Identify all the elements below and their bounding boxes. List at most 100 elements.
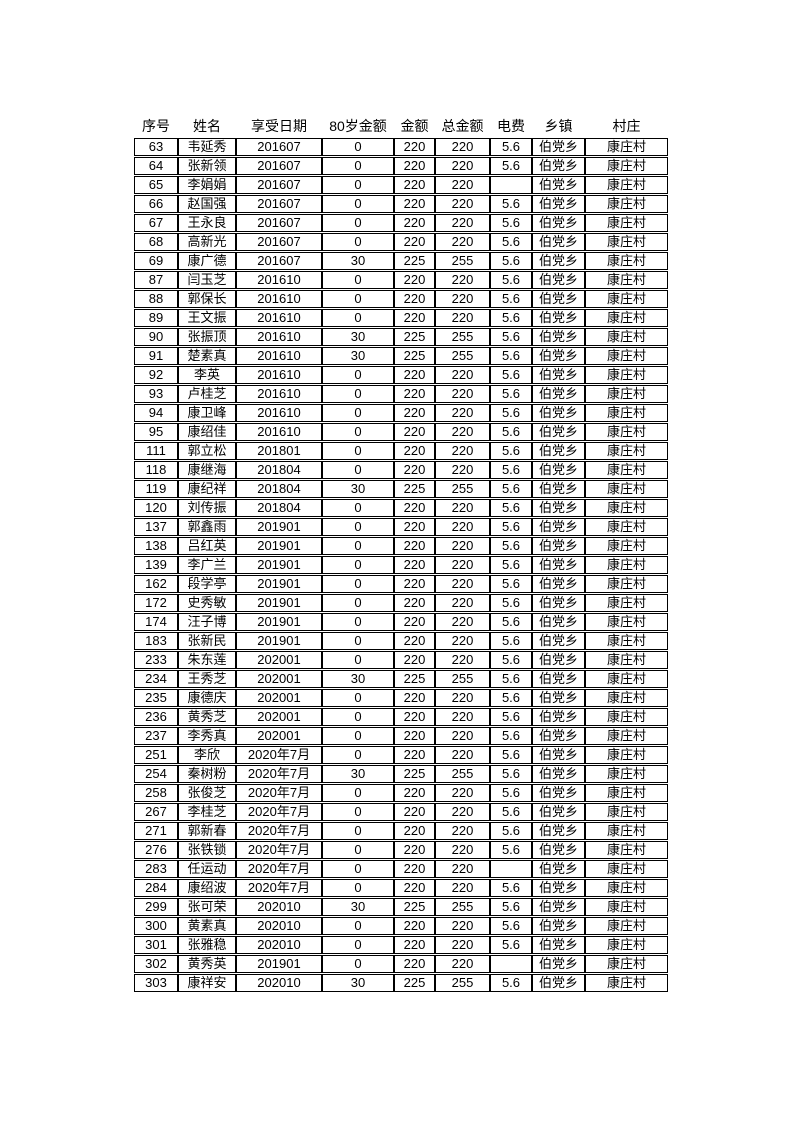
cell-electric-fee: 5.6 [490,233,532,251]
cell-date: 2020年7月 [236,765,322,783]
cell-date: 201607 [236,176,322,194]
cell-electric-fee: 5.6 [490,784,532,802]
cell-village: 康庄村 [585,442,668,460]
cell-electric-fee: 5.6 [490,879,532,897]
cell-township: 伯党乡 [532,347,585,365]
cell-township: 伯党乡 [532,309,585,327]
cell-amount: 220 [394,841,435,859]
cell-name: 汪子博 [178,613,236,631]
cell-name: 赵国强 [178,195,236,213]
cell-amount: 220 [394,594,435,612]
records-tbody: 63 韦延秀 201607 0 220 220 5.6 伯党乡 康庄村 64 张新领 201607 0 2… [134,138,668,992]
cell-electric-fee: 5.6 [490,423,532,441]
cell-serial: 120 [134,499,178,517]
cell-serial: 92 [134,366,178,384]
table-row: 67 王永良 201607 0 220 220 5.6 伯党乡 康庄村 [134,214,668,232]
cell-village: 康庄村 [585,423,668,441]
cell-village: 康庄村 [585,841,668,859]
cell-name: 张雅稳 [178,936,236,954]
cell-village: 康庄村 [585,670,668,688]
cell-village: 康庄村 [585,708,668,726]
table-row: 236 黄秀芝 202001 0 220 220 5.6 伯党乡 康庄村 [134,708,668,726]
cell-date: 201804 [236,499,322,517]
cell-serial: 300 [134,917,178,935]
cell-date: 2020年7月 [236,803,322,821]
cell-village: 康庄村 [585,746,668,764]
cell-total: 220 [435,708,490,726]
cell-electric-fee: 5.6 [490,632,532,650]
cell-date: 2020年7月 [236,746,322,764]
cell-village: 康庄村 [585,499,668,517]
cell-amount: 220 [394,822,435,840]
cell-serial: 234 [134,670,178,688]
cell-amount: 220 [394,385,435,403]
cell-amount: 220 [394,366,435,384]
cell-serial: 68 [134,233,178,251]
table-row: 237 李秀真 202001 0 220 220 5.6 伯党乡 康庄村 [134,727,668,745]
cell-village: 康庄村 [585,556,668,574]
cell-amount-80: 30 [322,974,394,992]
cell-serial: 111 [134,442,178,460]
cell-electric-fee: 5.6 [490,746,532,764]
cell-name: 黄秀芝 [178,708,236,726]
cell-electric-fee: 5.6 [490,594,532,612]
cell-electric-fee: 5.6 [490,708,532,726]
cell-name: 郭保长 [178,290,236,308]
cell-township: 伯党乡 [532,841,585,859]
table-header-row: 序号 姓名 享受日期 80岁金额 金额 总金额 电费 乡镇 村庄 [134,116,669,136]
cell-village: 康庄村 [585,176,668,194]
column-header-amount-80: 80岁金额 [329,118,387,134]
cell-date: 201607 [236,157,322,175]
table-row: 299 张可荣 202010 30 225 255 5.6 伯党乡 康庄村 [134,898,668,916]
cell-serial: 119 [134,480,178,498]
cell-village: 康庄村 [585,651,668,669]
cell-electric-fee: 5.6 [490,271,532,289]
cell-amount: 220 [394,556,435,574]
table-row: 137 郭鑫雨 201901 0 220 220 5.6 伯党乡 康庄村 [134,518,668,536]
cell-date: 202001 [236,651,322,669]
cell-village: 康庄村 [585,480,668,498]
cell-electric-fee: 5.6 [490,404,532,422]
cell-amount: 225 [394,898,435,916]
cell-name: 李英 [178,366,236,384]
cell-name: 张新民 [178,632,236,650]
cell-date: 201607 [236,195,322,213]
cell-date: 201610 [236,423,322,441]
cell-name: 楚素真 [178,347,236,365]
cell-village: 康庄村 [585,784,668,802]
cell-total: 220 [435,955,490,973]
cell-village: 康庄村 [585,537,668,555]
cell-total: 220 [435,214,490,232]
cell-electric-fee: 5.6 [490,651,532,669]
cell-village: 康庄村 [585,233,668,251]
cell-amount: 220 [394,499,435,517]
cell-township: 伯党乡 [532,632,585,650]
cell-total: 220 [435,309,490,327]
cell-serial: 236 [134,708,178,726]
table-row: 118 康继海 201804 0 220 220 5.6 伯党乡 康庄村 [134,461,668,479]
cell-total: 220 [435,746,490,764]
cell-name: 张铁锁 [178,841,236,859]
cell-amount-80: 0 [322,860,394,878]
cell-name: 康德庆 [178,689,236,707]
table-row: 258 张俊芝 2020年7月 0 220 220 5.6 伯党乡 康庄村 [134,784,668,802]
cell-electric-fee: 5.6 [490,575,532,593]
cell-electric-fee: 5.6 [490,385,532,403]
cell-amount-80: 0 [322,461,394,479]
cell-amount: 220 [394,879,435,897]
cell-serial: 267 [134,803,178,821]
cell-amount-80: 0 [322,936,394,954]
cell-total: 220 [435,537,490,555]
cell-township: 伯党乡 [532,822,585,840]
cell-electric-fee: 5.6 [490,917,532,935]
cell-township: 伯党乡 [532,195,585,213]
cell-name: 史秀敏 [178,594,236,612]
cell-electric-fee: 5.6 [490,898,532,916]
cell-total: 255 [435,670,490,688]
cell-serial: 95 [134,423,178,441]
cell-name: 张俊芝 [178,784,236,802]
cell-total: 220 [435,461,490,479]
cell-township: 伯党乡 [532,176,585,194]
cell-township: 伯党乡 [532,879,585,897]
cell-date: 201901 [236,955,322,973]
